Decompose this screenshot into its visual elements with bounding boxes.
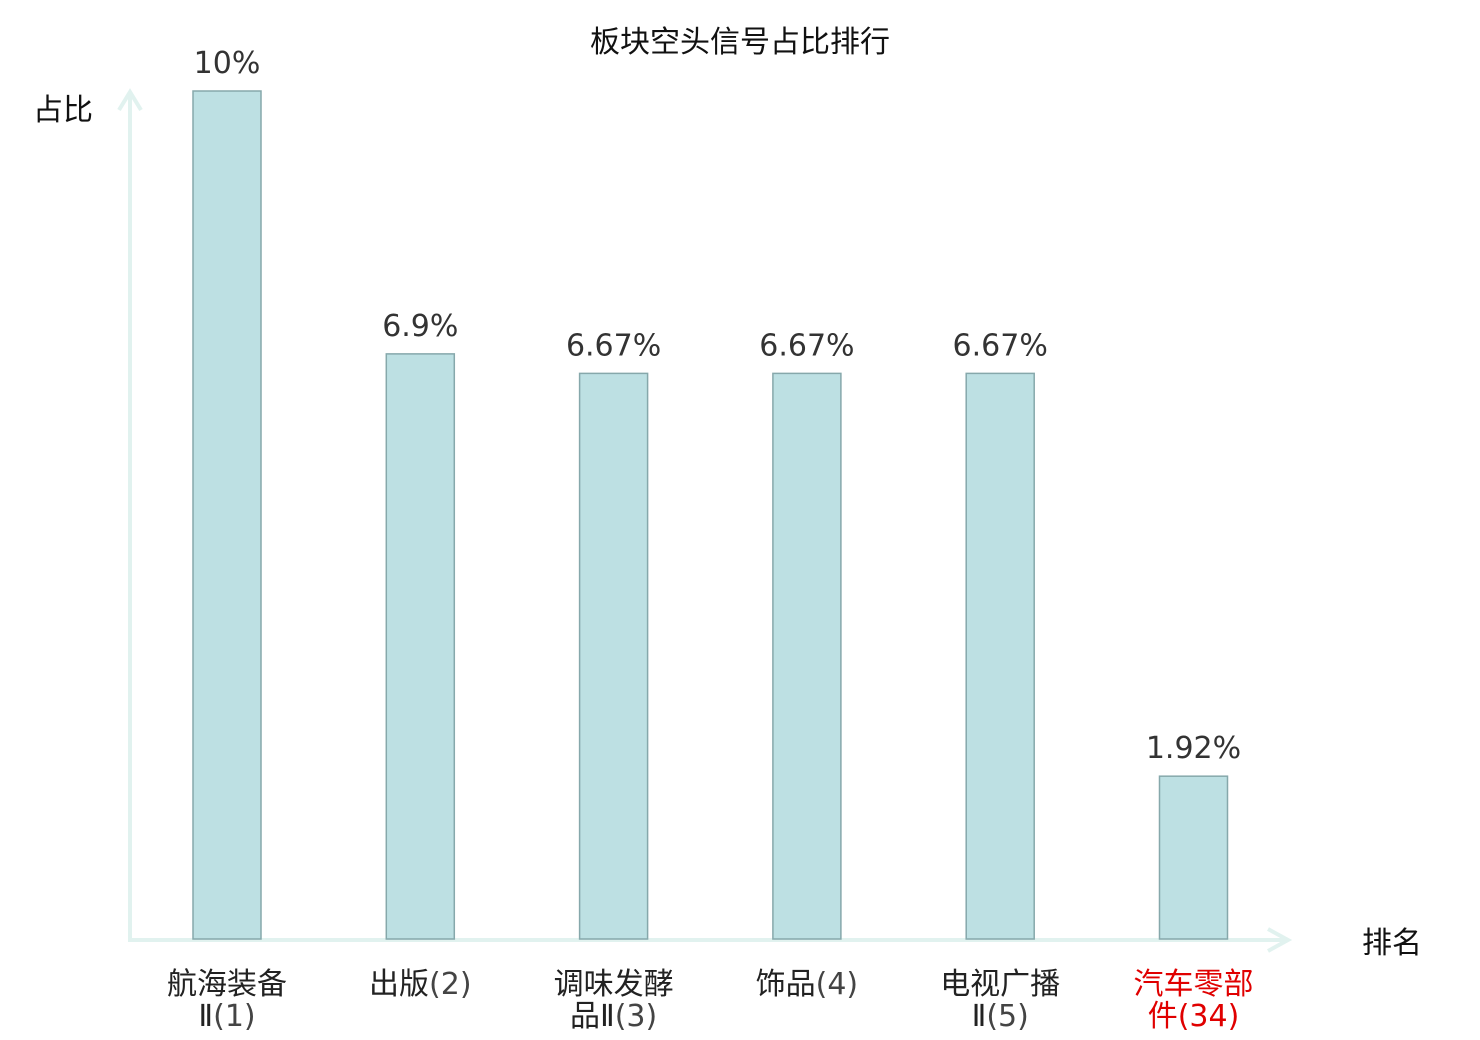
category-tick-label: 饰品(4) (756, 967, 859, 1002)
value-labels: 10% 6.9% 6.67% 6.67% 6.67% 1.92% (194, 46, 1242, 766)
category-tick-label: 出版(2) (369, 967, 472, 1002)
category-labels: 航海装备 Ⅱ(1) 出版(2) 调味发酵品Ⅱ(3) 饰品(4) 电视广播 Ⅱ(5) 汽车零部件… (167, 967, 1254, 1034)
bar-value-label: 1.92% (1146, 731, 1241, 766)
bar-value-label: 6.67% (566, 328, 661, 363)
category-tick-label: 调味发酵品Ⅱ(3) (554, 967, 674, 1034)
bar-series (192, 90, 1229, 940)
category-tick-label: 航海装备 Ⅱ(1) (167, 967, 287, 1034)
x-axis (128, 927, 1293, 953)
bar (772, 372, 842, 940)
category-tick-label: 汽车零部件(34) (1134, 967, 1254, 1034)
bar (192, 90, 262, 940)
category-tick-label: 电视广播 Ⅱ(5) (940, 967, 1060, 1034)
y-axis-label: 占比 (33, 93, 93, 128)
y-axis (117, 88, 143, 940)
bar-value-label: 6.67% (953, 328, 1048, 363)
chart-title: 板块空头信号占比排行 (590, 25, 890, 60)
bar-value-label: 10% (194, 46, 261, 81)
bar (385, 353, 456, 940)
bar (965, 372, 1035, 940)
bar-value-label: 6.9% (382, 309, 458, 344)
x-axis-label: 排名 (1362, 926, 1422, 961)
bar (1158, 775, 1229, 940)
bar (578, 372, 649, 940)
bar-value-label: 6.67% (759, 328, 854, 363)
